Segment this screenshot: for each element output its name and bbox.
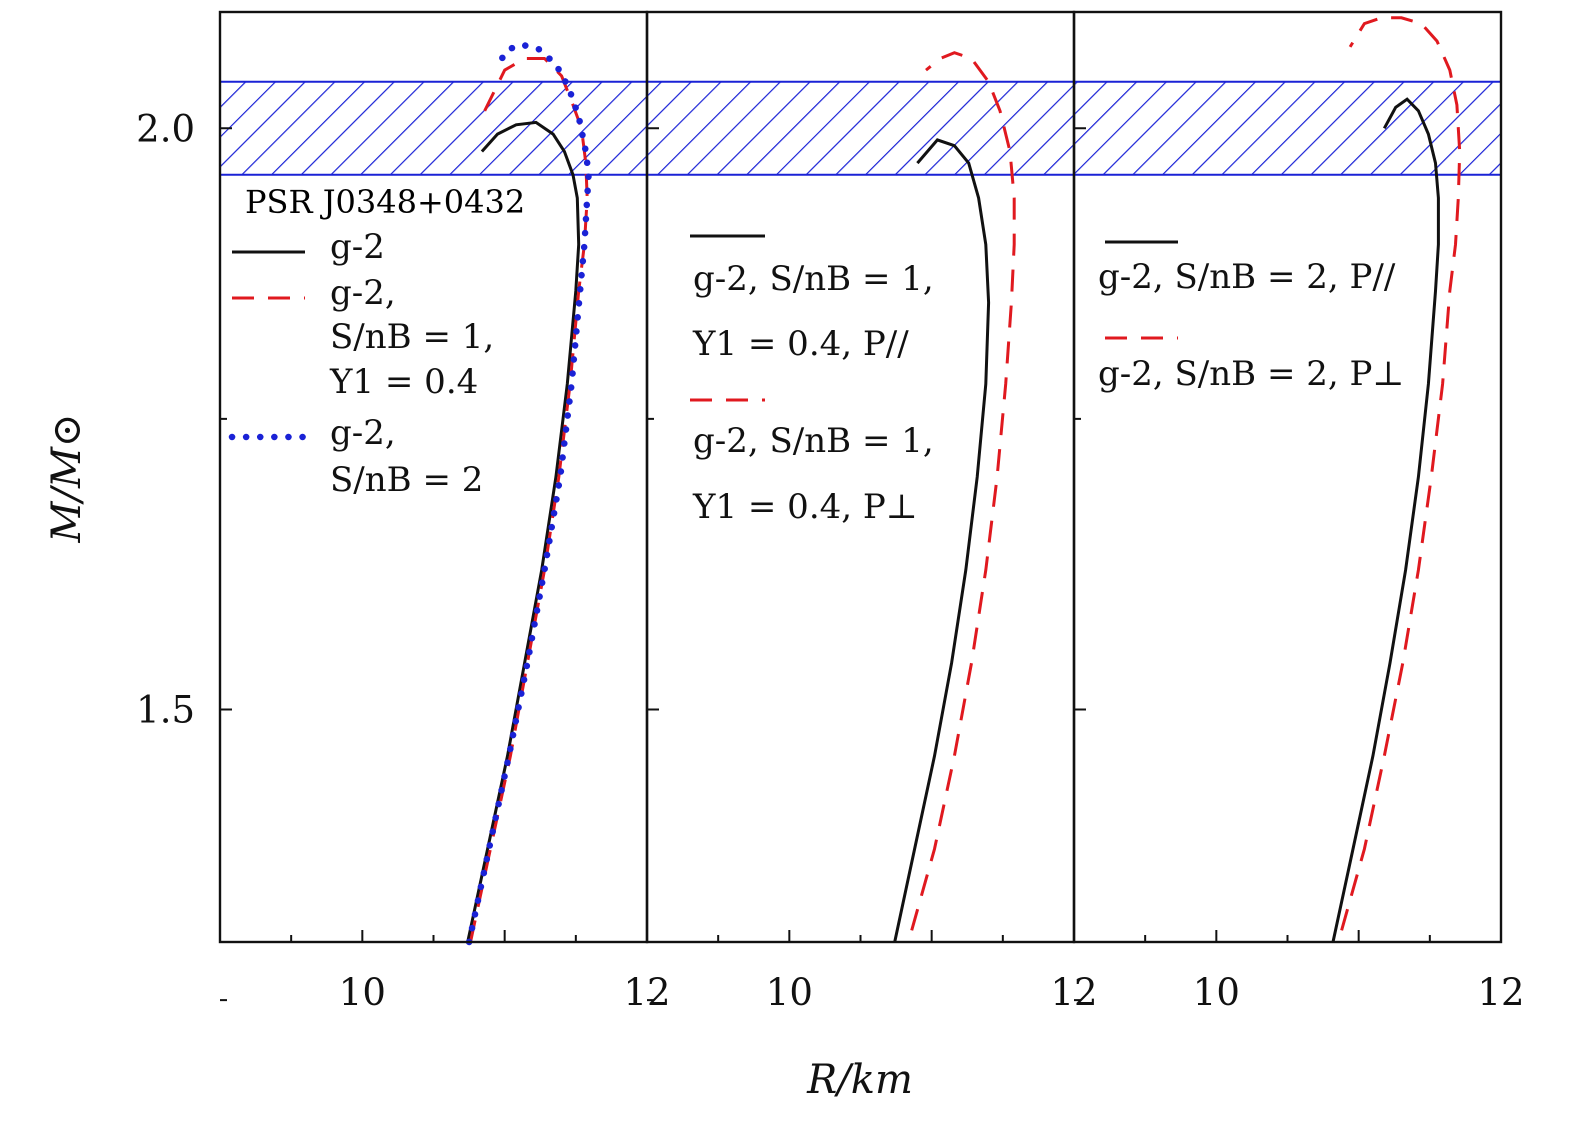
- series-right-dashed: [1340, 16, 1462, 931]
- legend-left-2-line-1: g-2,: [330, 273, 396, 313]
- y-tick-label: 2.0: [136, 107, 195, 150]
- x-tick-label-middle: 12: [1050, 971, 1097, 1014]
- y-axis-title: M/M⊙: [44, 414, 90, 544]
- legend-middle-2-line-1: g-2, S/nB = 1,: [693, 421, 934, 461]
- legend-right-1-line-1: g-2, S/nB = 2, P//: [1098, 257, 1396, 297]
- legend-right-2-line-1: g-2, S/nB = 2, P⊥: [1098, 354, 1404, 394]
- psr-band-left: [219, 80, 648, 176]
- x-tick-label-left: 10: [339, 971, 386, 1014]
- series-left-dotted: [465, 41, 592, 946]
- legend-middle-2-line-2: Y1 = 0.4, P⊥: [692, 487, 918, 527]
- panels: 10 12 2.0 1.5 10 12 10 12: [136, 10, 1525, 1014]
- series-right-solid: [1331, 97, 1440, 943]
- panel-middle: 10 12: [645, 10, 1098, 1014]
- psr-band-middle: [646, 80, 1075, 176]
- x-axis-title: R/km: [806, 1057, 913, 1103]
- legend-left-3-line-1: g-2,: [330, 413, 396, 453]
- legend-left-1-line-1: g-2: [330, 227, 385, 267]
- psr-band-right: [1073, 80, 1502, 176]
- series-middle-solid: [893, 138, 991, 943]
- panel-right: 10 12: [1072, 10, 1525, 1014]
- psr-band-label: PSR J0348+0432: [245, 183, 525, 221]
- x-tick-label-right: 10: [1193, 971, 1240, 1014]
- legend-left-2-line-3: Y1 = 0.4: [329, 362, 478, 402]
- legend-left-3-line-2: S/nB = 2: [330, 460, 483, 500]
- legend-left-2-line-2: S/nB = 1,: [330, 317, 494, 357]
- series-middle-dashed: [910, 51, 1016, 931]
- legend-middle-1-line-2: Y1 = 0.4, P//: [692, 324, 909, 364]
- x-tick-label-right: 12: [1477, 971, 1524, 1014]
- x-tick-label-middle: 10: [766, 971, 813, 1014]
- y-tick-label: 1.5: [136, 689, 195, 732]
- legend-middle-1-line-1: g-2, S/nB = 1,: [693, 259, 934, 299]
- series-left-solid: [466, 120, 581, 943]
- panel-left: 10 12 2.0 1.5: [136, 10, 671, 1014]
- x-tick-label-left: 12: [623, 971, 670, 1014]
